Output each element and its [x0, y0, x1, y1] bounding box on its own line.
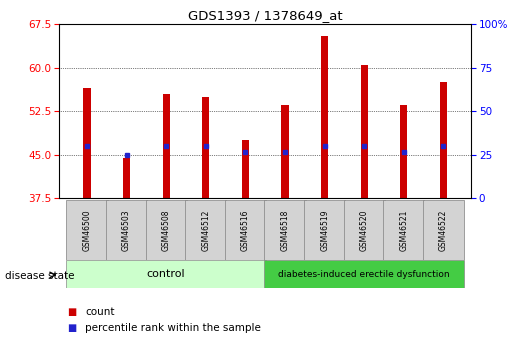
Bar — [264, 260, 464, 288]
Bar — [321, 36, 328, 198]
Bar — [146, 200, 187, 260]
Bar — [344, 200, 385, 260]
Bar — [400, 106, 407, 198]
Bar — [423, 200, 464, 260]
Text: control: control — [147, 269, 185, 279]
Bar — [123, 158, 130, 198]
Bar — [383, 200, 424, 260]
Text: GSM46508: GSM46508 — [162, 209, 170, 251]
Text: percentile rank within the sample: percentile rank within the sample — [85, 323, 261, 333]
Bar — [106, 200, 147, 260]
Text: ■: ■ — [67, 323, 76, 333]
Text: GSM46520: GSM46520 — [360, 209, 369, 251]
Bar — [440, 82, 447, 198]
Bar — [83, 88, 91, 198]
Bar — [163, 94, 170, 198]
Text: GSM46512: GSM46512 — [201, 210, 210, 251]
Text: GSM46516: GSM46516 — [241, 209, 250, 251]
Text: GSM46503: GSM46503 — [122, 209, 131, 251]
Text: GSM46521: GSM46521 — [399, 210, 408, 251]
Bar — [282, 106, 288, 198]
Bar — [264, 200, 305, 260]
Bar — [202, 97, 210, 198]
Bar — [66, 260, 266, 288]
Text: count: count — [85, 307, 114, 317]
Text: GSM46518: GSM46518 — [281, 210, 289, 251]
Text: ■: ■ — [67, 307, 76, 317]
Bar — [66, 200, 108, 260]
Text: GSM46522: GSM46522 — [439, 210, 448, 251]
Bar — [225, 200, 266, 260]
Bar — [304, 200, 345, 260]
Bar — [242, 140, 249, 198]
Bar — [360, 65, 368, 198]
Text: diabetes-induced erectile dysfunction: diabetes-induced erectile dysfunction — [279, 270, 450, 279]
Text: GSM46519: GSM46519 — [320, 209, 329, 251]
Title: GDS1393 / 1378649_at: GDS1393 / 1378649_at — [188, 9, 342, 22]
Bar — [185, 200, 227, 260]
Text: GSM46500: GSM46500 — [82, 209, 92, 251]
Text: disease state: disease state — [5, 271, 75, 281]
